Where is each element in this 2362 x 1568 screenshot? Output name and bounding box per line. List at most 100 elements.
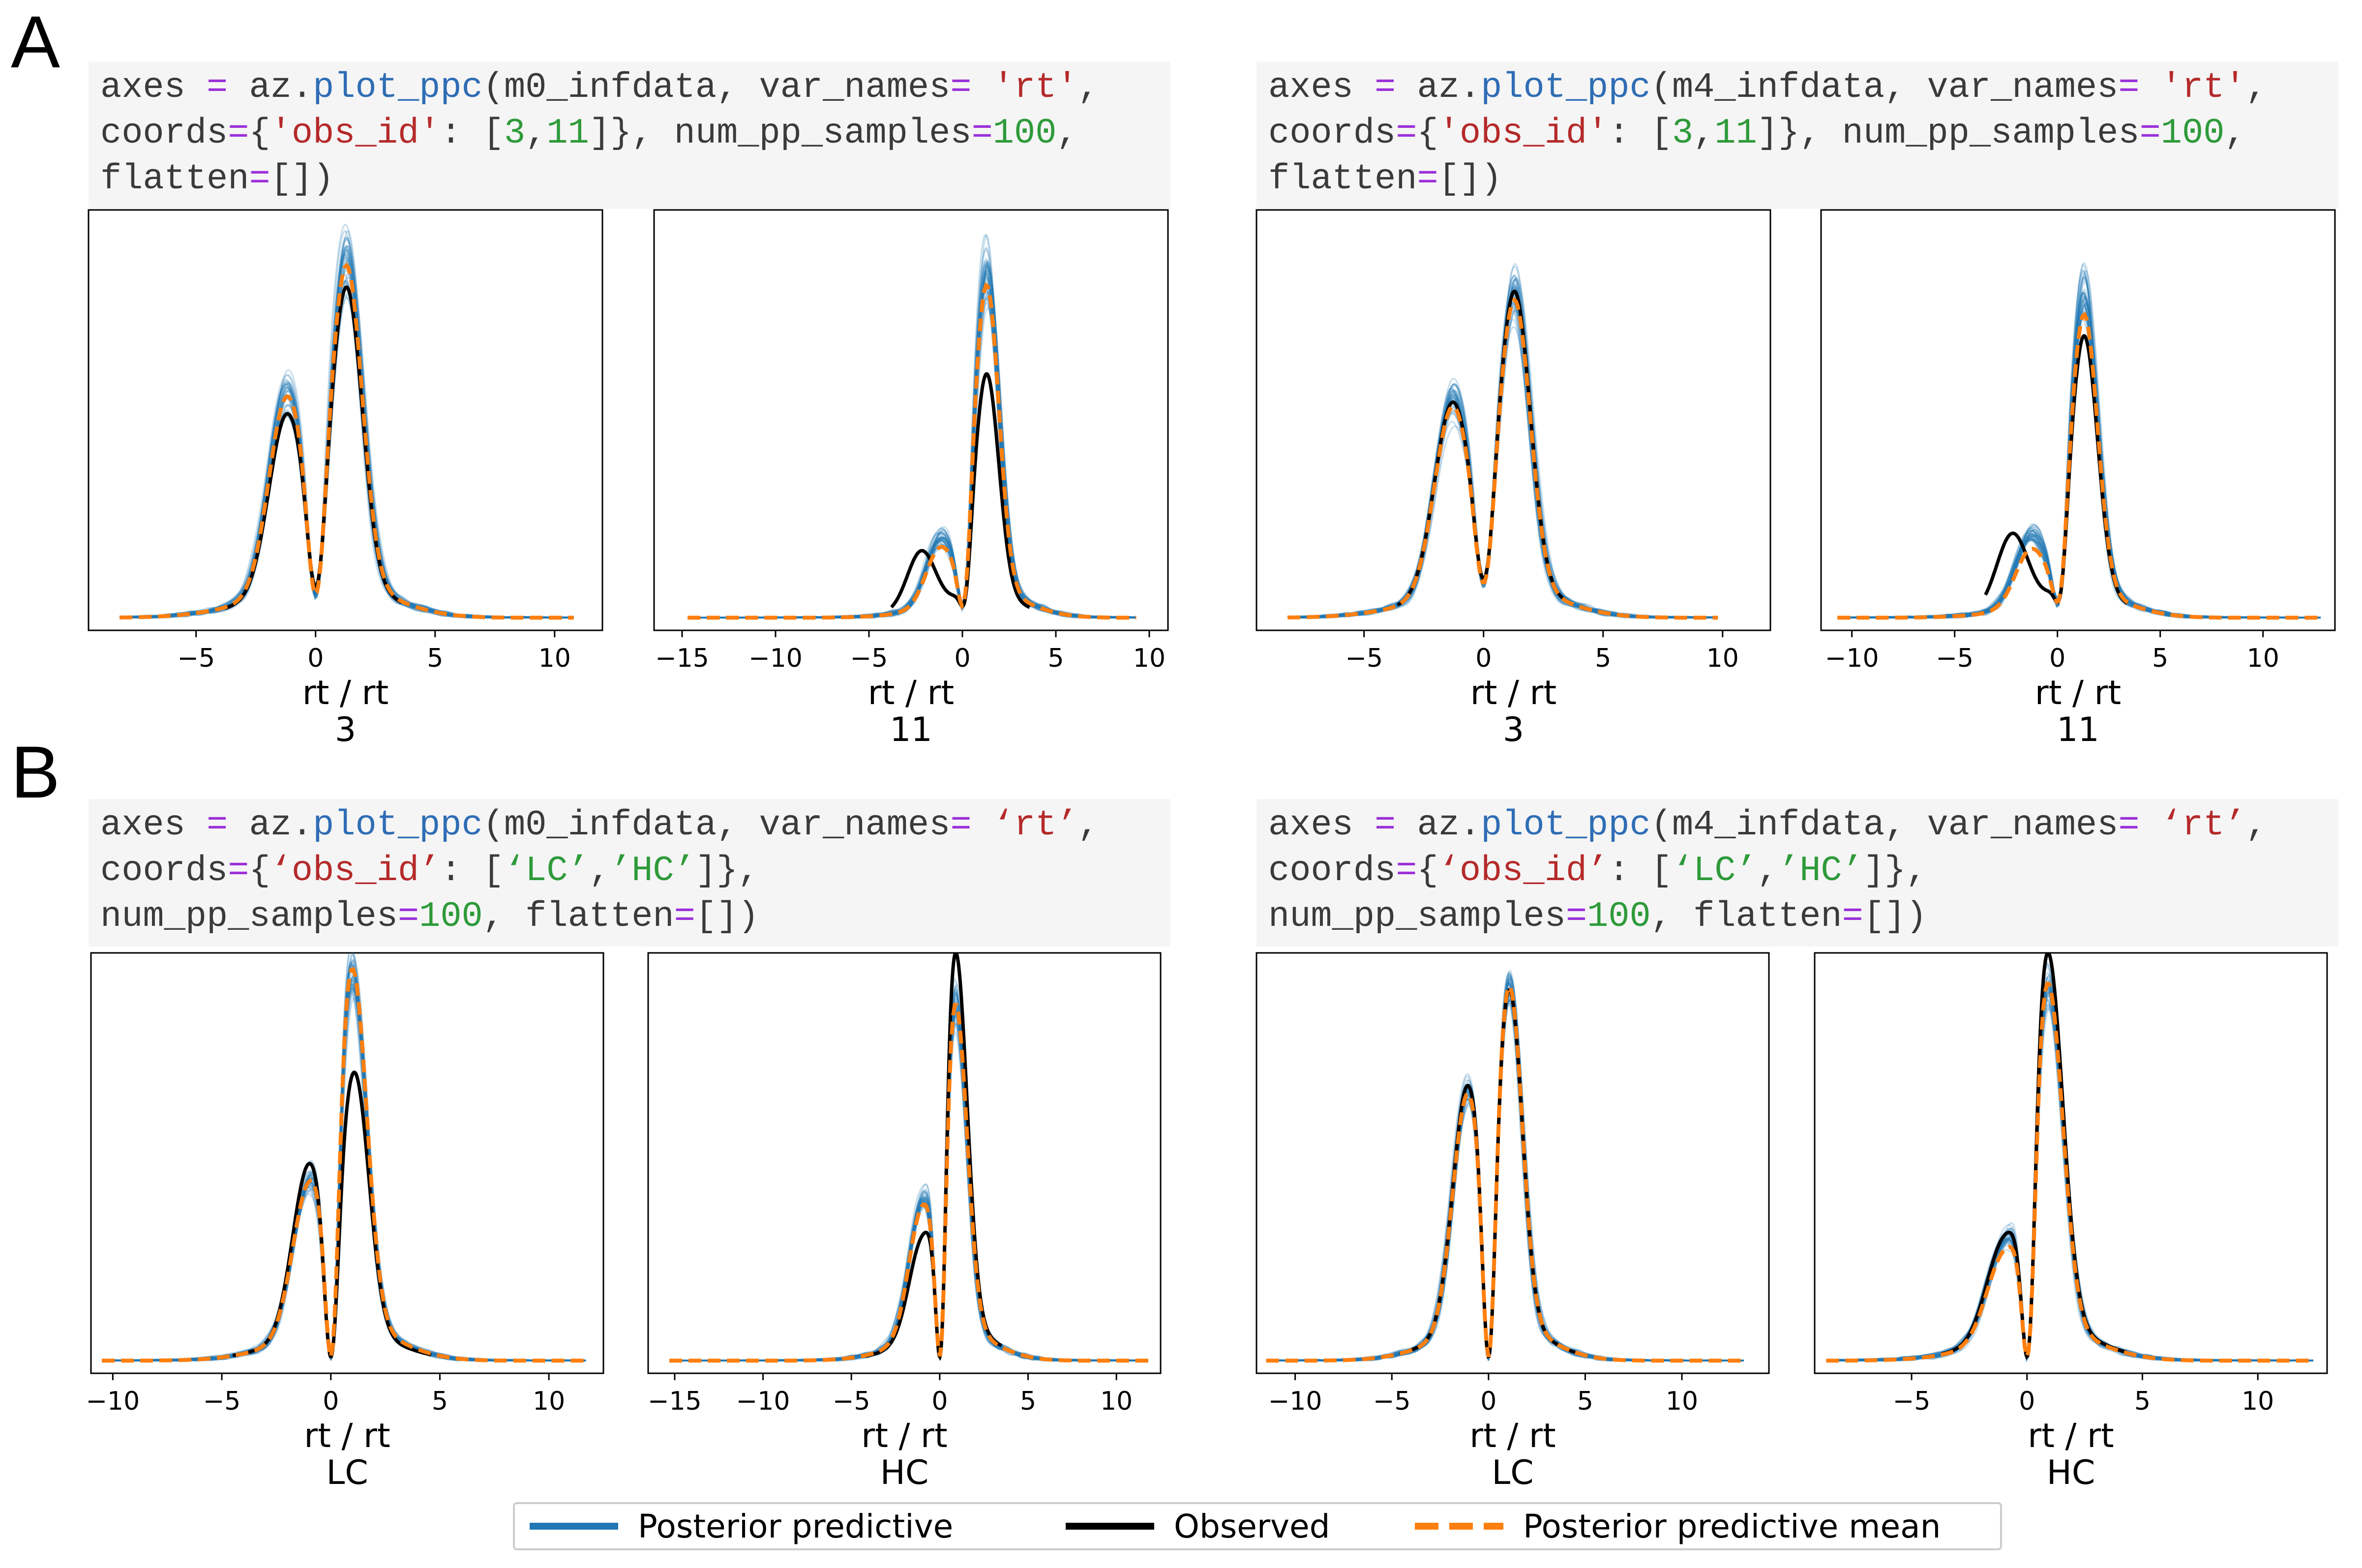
x-axis-label: rt / rt: [2028, 1417, 2114, 1455]
code-token: axes: [1268, 805, 1353, 845]
code-model: m0_infdata: [504, 67, 717, 108]
code-token: ,: [1693, 113, 1715, 153]
legend-swatch: [530, 1523, 618, 1530]
x-tick-label: 5: [1577, 1387, 1593, 1416]
code-token: ,: [589, 851, 611, 891]
x-tick-label: −5: [1345, 644, 1383, 673]
legend-label: Posterior predictive mean: [1523, 1507, 1941, 1545]
code-block-a-m0: axes = az.plot_ppc(m0_infdata, var_names…: [89, 61, 1170, 209]
code-token: ]},: [1757, 113, 1821, 153]
code-token: =: [1842, 896, 1863, 937]
code-token: {: [1417, 851, 1438, 891]
posterior-predictive-mean-line: [102, 967, 586, 1363]
x-tick-label: 5: [432, 1387, 448, 1416]
subplot-coord-label: 3: [335, 710, 356, 749]
code-function: plot_ppc: [1481, 67, 1651, 108]
plot-frame: [1256, 209, 1771, 631]
code-token: coords: [1268, 851, 1396, 891]
code-token: =: [1417, 159, 1438, 199]
code-string: ‘LC’: [1672, 851, 1757, 891]
code-token: =: [2118, 67, 2140, 108]
code-token: : [: [1608, 113, 1672, 153]
x-tick-label: 0: [1480, 1387, 1496, 1416]
code-token: , flatten: [482, 896, 674, 937]
subplot-coord-label: LC: [326, 1453, 368, 1492]
x-tick-label: 10: [533, 1387, 565, 1416]
x-axis-label: rt / rt: [861, 1417, 947, 1455]
code-token: az.: [1417, 67, 1481, 108]
x-tick-label: −10: [1825, 644, 1879, 673]
x-axis-label: rt / rt: [1469, 1417, 1555, 1455]
code-token: =: [228, 851, 249, 891]
code-token: : [: [440, 113, 504, 153]
code-token: , var_names: [717, 67, 951, 108]
x-tick-label: −15: [655, 644, 709, 673]
code-string: 'obs_id': [270, 113, 441, 153]
subplot-coord-label: 11: [2057, 710, 2099, 749]
x-tick-label: 0: [1475, 644, 1492, 673]
x-tick-label: 10: [1133, 644, 1166, 673]
x-tick-label: 5: [1595, 644, 1611, 673]
code-function: plot_ppc: [313, 67, 483, 108]
plot-area: [1826, 953, 2313, 1364]
subplot-coord-label: HC: [2047, 1453, 2095, 1492]
plot-frame: [653, 209, 1169, 631]
code-token: num_pp_samples: [1268, 896, 1566, 937]
code-string: ‘LC’: [504, 851, 589, 891]
code-token: =: [2139, 113, 2161, 153]
posterior-predictive-line: [688, 235, 1136, 619]
code-string: ‘obs_id’: [270, 851, 441, 891]
x-tick-label: −10: [748, 644, 803, 673]
x-tick-label: 10: [538, 644, 571, 673]
chart-1: −5 0 5 10 rt / rt3: [88, 209, 603, 749]
code-token: axes: [100, 805, 185, 845]
legend-label: Posterior predictive: [638, 1507, 954, 1545]
x-tick-label: 0: [2049, 644, 2065, 673]
posterior-predictive-line: [688, 265, 1136, 619]
code-token: ]},: [1863, 851, 1927, 891]
code-token: , flatten: [1650, 896, 1842, 937]
chart-3: −5 0 5 10 rt / rt3: [1256, 209, 1771, 749]
code-string: ’HC’: [610, 851, 695, 891]
code-token: (: [1650, 805, 1672, 845]
code-token: (: [482, 805, 504, 845]
plot-frame: [1814, 952, 2328, 1374]
code-token: az.: [249, 67, 313, 108]
x-tick-label: 5: [1020, 1387, 1036, 1416]
code-function: plot_ppc: [313, 805, 483, 845]
code-token: , var_names: [1884, 67, 2119, 108]
code-model: m4_infdata: [1672, 67, 1885, 108]
code-token: flatten: [100, 159, 249, 199]
code-token: =: [971, 113, 993, 153]
code-token: axes: [100, 67, 185, 108]
code-token: ]},: [589, 113, 653, 153]
code-token: []): [1863, 896, 1927, 937]
code-string: ‘rt’: [992, 805, 1078, 845]
x-tick-label: 0: [307, 644, 324, 673]
code-token: =: [1375, 805, 1396, 845]
code-token: coords: [100, 851, 228, 891]
code-token: coords: [100, 113, 228, 153]
code-token: =: [207, 805, 228, 845]
code-token: =: [1375, 67, 1396, 108]
code-token: az.: [1417, 805, 1481, 845]
code-token: {: [249, 851, 270, 891]
posterior-predictive-mean-line: [1837, 311, 2321, 620]
x-tick-label: 5: [2134, 1387, 2151, 1416]
code-token: : [: [1608, 851, 1672, 891]
code-block-b-m0: axes = az.plot_ppc(m0_infdata, var_names…: [89, 799, 1170, 947]
code-token: =: [674, 896, 695, 937]
code-token: []): [695, 896, 759, 937]
code-token: =: [207, 67, 228, 108]
code-token: axes: [1268, 67, 1353, 108]
code-token: =: [1396, 851, 1417, 891]
posterior-predictive-line: [688, 295, 1136, 619]
code-block-b-m4: axes = az.plot_ppc(m4_infdata, var_names…: [1256, 799, 2338, 947]
plot-area: [119, 223, 574, 620]
code-token: num_pp_samples: [100, 896, 398, 937]
